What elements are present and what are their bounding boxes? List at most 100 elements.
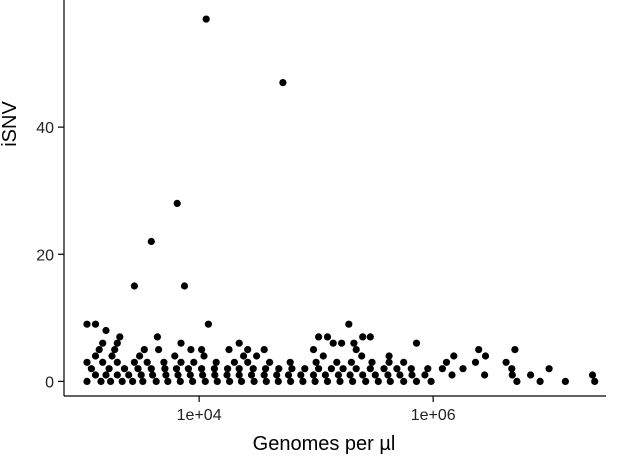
data-point: [102, 371, 110, 379]
data-point: [279, 79, 287, 87]
data-point: [591, 377, 599, 385]
data-point: [286, 358, 294, 366]
data-point: [385, 352, 393, 360]
data-point: [161, 365, 169, 373]
data-point: [309, 371, 318, 379]
data-point: [459, 365, 467, 373]
data-point: [237, 377, 246, 385]
data-point: [99, 339, 107, 347]
data-point: [287, 377, 295, 385]
data-point: [143, 358, 151, 366]
data-point: [83, 377, 91, 385]
data-point: [210, 365, 218, 373]
data-point: [386, 377, 394, 385]
data-point: [187, 346, 195, 354]
y-tick-label: 20: [36, 247, 54, 264]
data-point: [174, 371, 182, 379]
data-point: [275, 365, 283, 373]
data-point: [329, 339, 337, 347]
data-point: [226, 377, 234, 385]
data-point: [177, 339, 185, 347]
data-point: [450, 352, 458, 360]
data-point: [235, 365, 243, 373]
data-point: [334, 371, 342, 379]
data-point: [253, 352, 261, 360]
data-point: [244, 346, 252, 354]
data-point: [448, 371, 456, 379]
data-point: [171, 352, 179, 360]
data-point: [266, 358, 274, 366]
data-point: [352, 346, 360, 354]
data-point: [235, 371, 243, 379]
data-point: [230, 358, 238, 366]
data-point: [321, 371, 329, 379]
data-point: [311, 377, 319, 385]
data-point: [99, 358, 107, 366]
data-point: [407, 365, 415, 373]
data-point: [95, 346, 103, 354]
data-point: [201, 377, 209, 385]
data-point: [508, 365, 516, 373]
data-point: [102, 326, 110, 335]
data-point: [129, 377, 137, 385]
data-point: [527, 371, 535, 379]
data-point: [349, 377, 357, 385]
data-point: [224, 365, 232, 373]
data-point: [427, 377, 435, 385]
data-point: [359, 333, 367, 341]
data-point: [118, 377, 126, 385]
data-point: [177, 358, 185, 366]
data-point: [116, 333, 124, 341]
data-point: [336, 377, 344, 385]
data-point: [274, 377, 282, 385]
data-point: [249, 365, 257, 373]
x-axis-ticks: 1e+04 1e+06: [177, 396, 456, 424]
data-point: [508, 371, 516, 379]
data-point: [225, 346, 233, 354]
data-point: [358, 352, 366, 360]
y-axis-title: iSNV: [0, 101, 21, 147]
data-point: [371, 371, 379, 379]
data-point: [262, 377, 270, 385]
data-point: [412, 377, 421, 385]
data-point: [134, 365, 142, 373]
data-point: [160, 358, 168, 366]
data-point: [136, 352, 144, 360]
data-point: [240, 352, 248, 360]
data-point: [350, 339, 358, 347]
y-axis-ticks: 0 20 40: [36, 120, 64, 391]
data-point: [120, 365, 129, 373]
data-point: [130, 282, 138, 290]
data-point: [511, 346, 519, 354]
data-point: [327, 365, 335, 373]
data-point: [315, 333, 323, 341]
data-point: [366, 365, 374, 373]
data-point: [184, 365, 192, 373]
data-point: [315, 365, 323, 373]
data-point: [323, 333, 332, 341]
data-point: [155, 346, 163, 354]
data-point: [130, 358, 138, 366]
data-point: [442, 358, 451, 366]
data-point: [374, 377, 382, 385]
data-point: [250, 377, 258, 385]
data-point: [366, 333, 374, 341]
data-point: [189, 377, 197, 385]
data-point: [424, 365, 432, 373]
data-point: [588, 371, 597, 379]
data-point: [113, 371, 121, 379]
data-point: [284, 371, 293, 379]
data-point: [91, 352, 100, 360]
data-point: [149, 371, 157, 379]
data-point: [323, 377, 332, 385]
data-point: [153, 333, 161, 341]
data-point: [190, 358, 198, 366]
data-point: [105, 365, 113, 373]
data-point: [339, 365, 347, 373]
data-point: [186, 371, 194, 379]
data-point: [288, 365, 296, 373]
data-point: [108, 352, 116, 360]
data-point: [173, 199, 181, 207]
data-point: [309, 346, 318, 354]
